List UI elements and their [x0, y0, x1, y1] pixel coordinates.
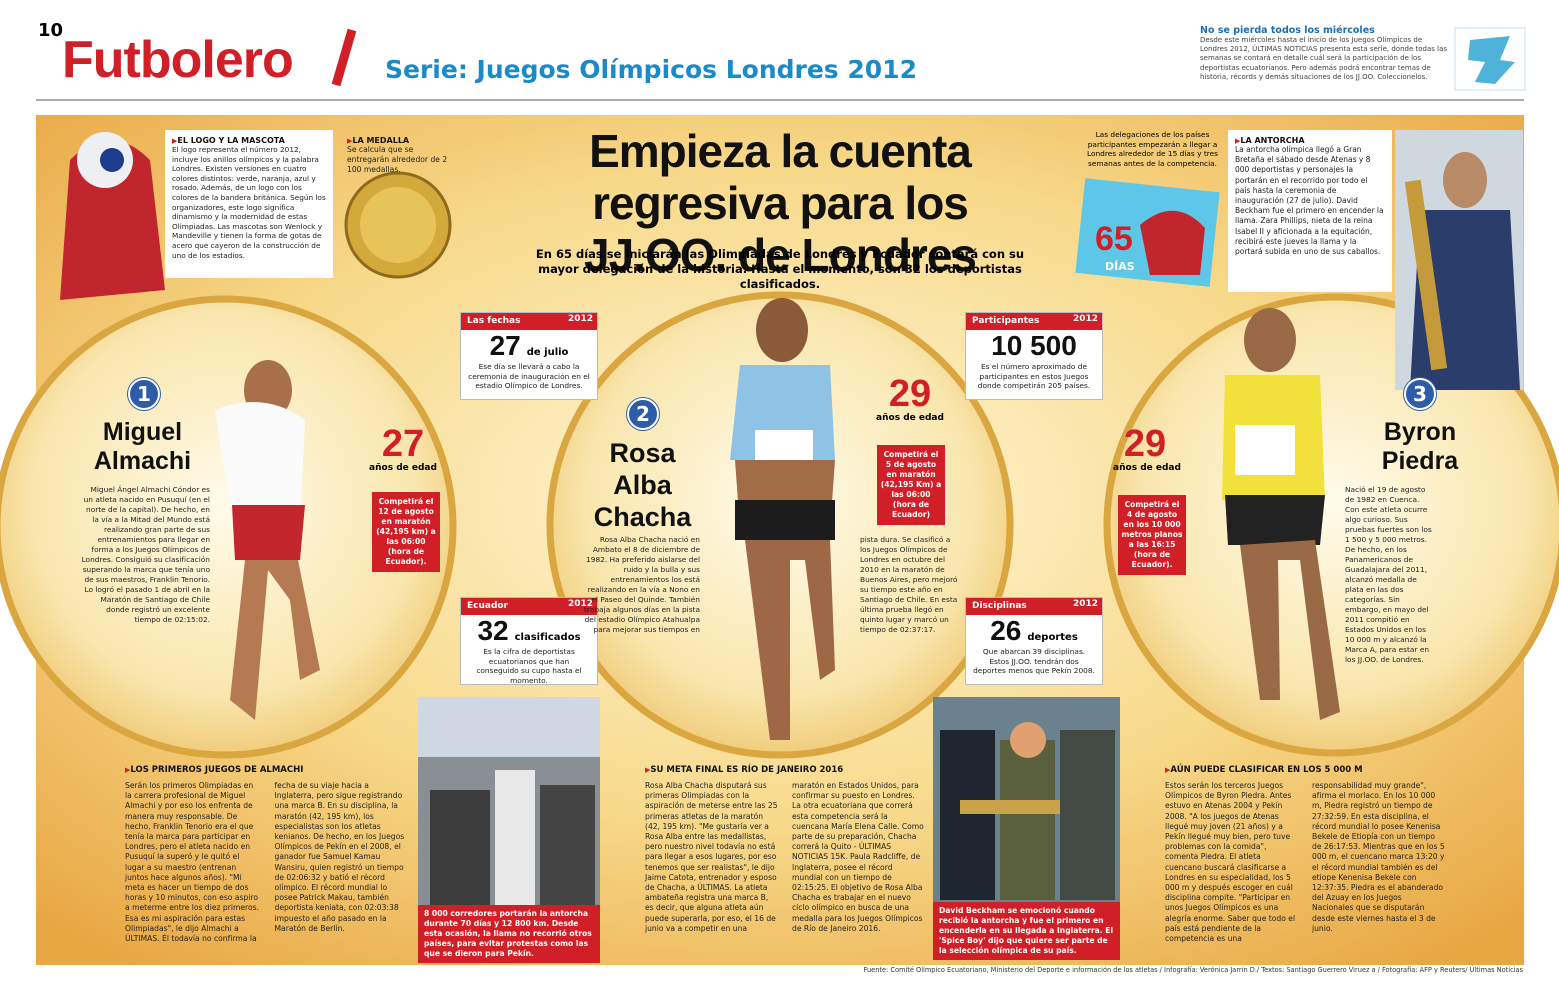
athlete-name: Miguel Almachi	[93, 418, 192, 475]
deck: En 65 días se iniciarán las Olimpiadas d…	[535, 247, 1025, 291]
medal-box: LA MEDALLA Se calcula que se entregarán …	[340, 130, 456, 280]
article-heading: AÚN PUEDE CLASIFICAR EN LOS 5 000 M	[1165, 765, 1445, 775]
sidebar-text: El logo representa el número 2012, inclu…	[172, 145, 326, 260]
torch-box: LA ANTORCHA La antorcha olímpica llegó a…	[1228, 130, 1392, 292]
fact-badge: 2012	[567, 599, 593, 609]
athlete-bio: Nació el 19 de agosto de 1982 en Cuenca.…	[1345, 485, 1432, 664]
fact-badge: 2012	[1072, 314, 1098, 324]
photo-caption: 8 000 corredores portarán la antorcha du…	[418, 905, 600, 963]
athlete-bio: Miguel Ángel Almachi Cóndor es un atleta…	[81, 485, 210, 624]
athlete-name: Rosa Alba Chacha	[593, 438, 692, 532]
event-box: Competirá el 5 de agosto en maratón (42,…	[877, 445, 945, 525]
article-text: Estos serán los terceros Juegos Olímpico…	[1165, 781, 1445, 944]
countdown-unit: DÍAS	[1105, 260, 1135, 273]
sidebar-text: La antorcha olímpica llegó a Gran Bretañ…	[1235, 145, 1384, 257]
page-number: 10	[38, 20, 64, 41]
athlete-age: 29	[888, 373, 932, 415]
fact-box: Disciplinas 2012 26 deportes Que abarcan 39 …	[965, 597, 1103, 685]
athlete-name: Byron Piedra	[1381, 418, 1459, 475]
fact-text: Es la cifra de deportistas ecuatorianos …	[476, 647, 582, 685]
section-title: Futbolero	[62, 31, 294, 89]
article-heading: SU META FINAL ES RÍO DE JANEIRO 2016	[645, 765, 925, 775]
age-label: años de edad	[876, 413, 944, 423]
fact-text: Que abarcan 39 disciplinas. Estos JJ.OO.…	[973, 647, 1095, 675]
fact-number: 27	[489, 330, 521, 361]
article-text: Serán los primeros Olimpiadas en la carr…	[125, 781, 405, 944]
fact-unit: deportes	[1027, 632, 1078, 643]
fact-unit: de julio	[526, 347, 569, 358]
series-title: Serie: Juegos Olímpicos Londres 2012	[385, 55, 917, 84]
sidebar-heading: EL LOGO Y LA MASCOTA	[172, 136, 326, 145]
age-label: años de edad	[369, 463, 437, 473]
fact-box: Las fechas 2012 27 de julio Ese día se lleva…	[460, 312, 598, 400]
athlete-bio: Rosa Alba Chacha nació en Ambato el 8 de…	[584, 535, 700, 634]
fact-box: Participantes 2012 10 500 Es el número apro…	[965, 312, 1103, 400]
footer-source: Fuente: Comité Olímpico Ecuatoriano, Min…	[863, 966, 1523, 974]
event-box: Competirá el 4 de agosto en los 10 000 m…	[1118, 495, 1186, 575]
fact-number: 10 500	[991, 330, 1077, 361]
fact-box: Ecuador 2012 32 clasificados Es la cifra de …	[460, 597, 598, 685]
fact-number: 26	[990, 615, 1022, 646]
headline: Empieza la cuenta regresiva para los JJ.…	[584, 125, 977, 281]
sidebar-heading: LA ANTORCHA	[1235, 136, 1385, 145]
london-logo	[1468, 36, 1515, 84]
fact-text: Es el número aproximado de participantes…	[977, 362, 1091, 390]
promo-text: Desde este miércoles hasta el inicio de …	[1200, 36, 1448, 81]
athlete-number: 1	[128, 378, 160, 410]
event-box: Competirá el 12 de agosto en maratón (42…	[372, 492, 440, 572]
fact-unit: clasificados	[514, 632, 581, 643]
fact-badge: 2012	[1072, 599, 1098, 609]
promo-title: No se pierda todos los miércoles	[1200, 25, 1375, 36]
slash	[331, 28, 357, 87]
fact-text: Ese día se llevará a cabo la ceremonia d…	[468, 362, 590, 390]
article: AÚN PUEDE CLASIFICAR EN LOS 5 000 M Esto…	[1165, 765, 1445, 944]
countdown-text: Las delegaciones de los países participa…	[1086, 130, 1219, 168]
athlete-age: 29	[1123, 423, 1167, 465]
fact-number: 32	[477, 615, 509, 646]
athlete-age: 27	[381, 423, 425, 465]
decor-photos	[60, 130, 1523, 905]
logo-box: EL LOGO Y LA MASCOTA El logo representa …	[165, 130, 333, 278]
age-label: años de edad	[1113, 463, 1181, 473]
fact-label: Ecuador	[467, 601, 509, 611]
article: LOS PRIMEROS JUEGOS DE ALMACHI Serán los…	[125, 765, 410, 944]
sidebar-heading: LA MEDALLA	[347, 136, 449, 145]
photo-caption: David Beckham se emocionó cuando recibió…	[933, 902, 1120, 960]
article-text: Rosa Alba Chacha disputará sus primeras …	[645, 781, 924, 933]
fact-label: Las fechas	[467, 316, 521, 326]
athlete-number: 2	[627, 398, 659, 430]
fact-label: Disciplinas	[972, 601, 1027, 611]
athlete-photos	[215, 298, 1340, 740]
article-heading: LOS PRIMEROS JUEGOS DE ALMACHI	[125, 765, 410, 775]
athlete-number: 3	[1404, 378, 1436, 410]
article: SU META FINAL ES RÍO DE JANEIRO 2016 Ros…	[645, 765, 925, 934]
athlete-bio: pista dura. Se clasificó a los Juegos Ol…	[860, 535, 958, 634]
countdown-number: 65	[1095, 220, 1133, 258]
fact-label: Participantes	[972, 316, 1040, 326]
sidebar-text: Se calcula que se entregarán alrededor d…	[347, 145, 448, 175]
fact-badge: 2012	[567, 314, 593, 324]
promo: No se pierda todos los miércoles Desde e…	[1200, 25, 1452, 82]
